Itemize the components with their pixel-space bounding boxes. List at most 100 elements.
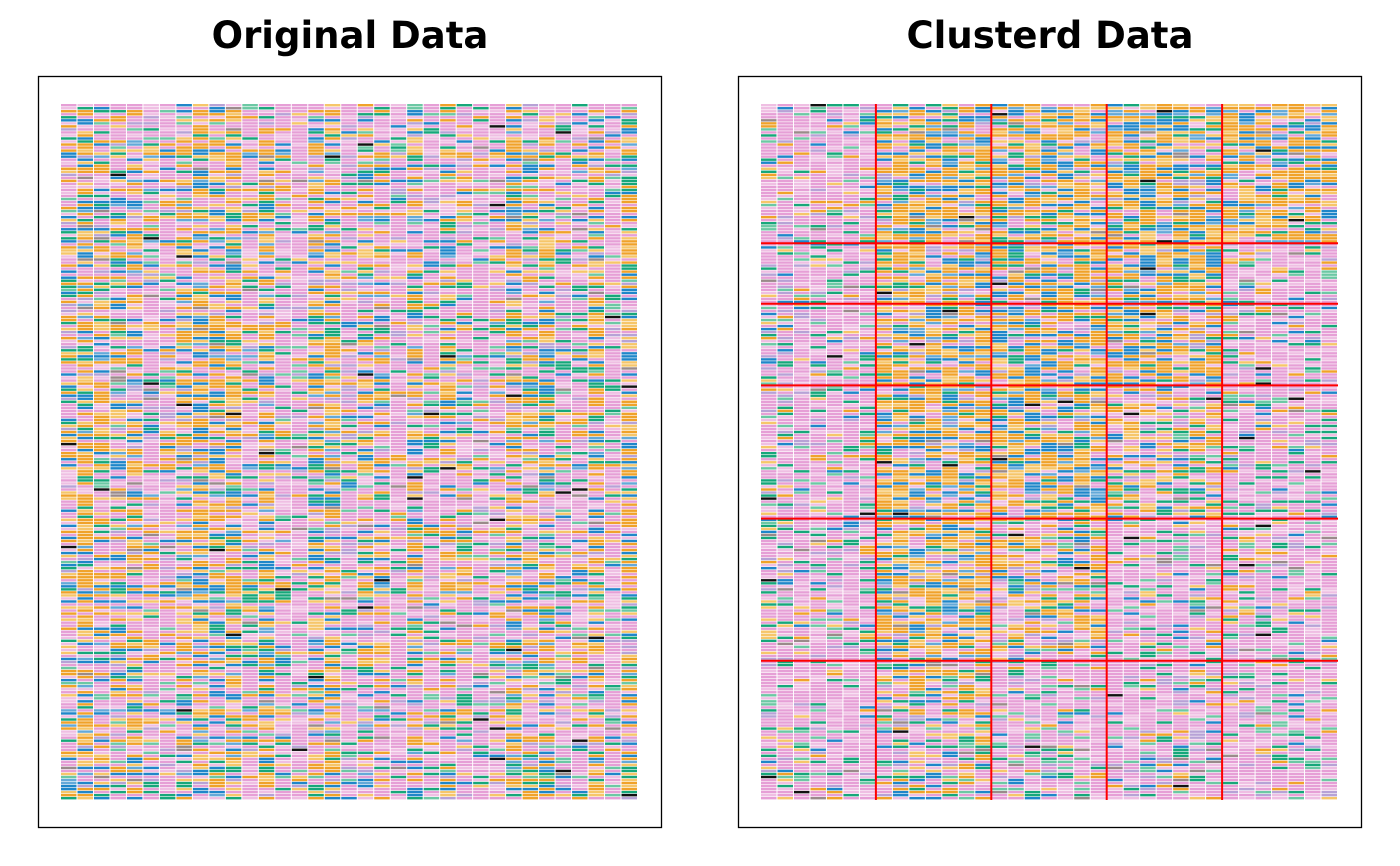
heatmap-cell: [539, 470, 555, 473]
heatmap-cell: [522, 291, 539, 295]
heatmap-cell: [61, 433, 77, 437]
heatmap-cell: [341, 379, 357, 382]
heatmap-cell: [423, 455, 440, 458]
heatmap-cell: [159, 509, 176, 512]
heatmap-cell: [341, 318, 357, 322]
heatmap-cell: [93, 131, 110, 134]
heatmap-cell: [275, 279, 291, 282]
heatmap-cell: [423, 228, 440, 231]
heatmap-cell: [390, 506, 407, 509]
heatmap-cell: [308, 119, 324, 122]
heatmap-cell: [291, 270, 308, 273]
heatmap-cell: [423, 267, 440, 270]
heatmap-cell: [423, 343, 440, 346]
heatmap-cell: [522, 203, 539, 207]
heatmap-cell: [621, 294, 637, 298]
heatmap-cell: [209, 500, 225, 503]
heatmap-cell: [605, 403, 621, 406]
heatmap-cell: [77, 427, 93, 431]
heatmap-cell: [522, 200, 539, 204]
heatmap-cell: [209, 524, 225, 528]
heatmap-cell: [93, 107, 110, 110]
heatmap-cell: [258, 237, 275, 240]
heatmap-cell: [489, 482, 506, 485]
heatmap-cell: [489, 500, 506, 503]
heatmap-cell: [605, 503, 621, 506]
heatmap-cell: [621, 249, 637, 252]
heatmap-cell: [390, 194, 407, 198]
heatmap-cell: [341, 315, 357, 319]
heatmap-cell: [143, 330, 159, 334]
heatmap-cell: [192, 318, 209, 322]
heatmap-cell: [621, 231, 637, 234]
heatmap-cell: [506, 215, 522, 219]
heatmap-cell: [621, 333, 637, 337]
heatmap-cell: [605, 237, 621, 240]
heatmap-cell: [357, 306, 374, 310]
heatmap-cell: [324, 494, 341, 497]
heatmap-cell: [126, 533, 143, 537]
heatmap-cell: [143, 467, 159, 470]
heatmap-cell: [93, 452, 110, 455]
heatmap-cell: [423, 394, 440, 397]
heatmap-cell: [176, 400, 192, 403]
heatmap-cell: [324, 203, 341, 207]
heatmap-cell: [374, 403, 390, 406]
heatmap-cell: [258, 104, 275, 107]
heatmap-cell: [258, 361, 275, 364]
heatmap-cell: [110, 415, 126, 419]
heatmap-cell: [192, 170, 209, 173]
heatmap-cell: [176, 530, 192, 534]
heatmap-cell: [308, 303, 324, 307]
heatmap-cell: [555, 458, 572, 461]
heatmap-cell: [324, 119, 341, 122]
heatmap-cell: [143, 107, 159, 110]
heatmap-cell: [225, 406, 242, 410]
heatmap-cell: [225, 113, 242, 116]
heatmap-cell: [621, 197, 637, 201]
heatmap-cell: [61, 448, 77, 452]
heatmap-cell: [572, 427, 588, 431]
heatmap-cell: [588, 122, 605, 125]
heatmap-cell: [126, 264, 143, 267]
heatmap-cell: [291, 352, 308, 355]
heatmap-cell: [621, 155, 637, 158]
heatmap-cell: [341, 340, 357, 343]
heatmap-cell: [93, 197, 110, 201]
heatmap-cell: [275, 385, 291, 388]
heatmap-cell: [93, 391, 110, 394]
heatmap-cell: [77, 200, 93, 204]
heatmap-cell: [539, 212, 555, 216]
heatmap-cell: [374, 279, 390, 282]
heatmap-cell: [621, 228, 637, 231]
heatmap-cell: [209, 409, 225, 413]
heatmap-cell: [456, 382, 473, 385]
heatmap-cell: [539, 200, 555, 204]
heatmap-cell: [440, 436, 456, 440]
heatmap-cell: [225, 439, 242, 443]
heatmap-cell: [539, 318, 555, 322]
heatmap-cell: [621, 113, 637, 116]
heatmap-cell: [456, 415, 473, 419]
heatmap-cell: [605, 228, 621, 231]
heatmap-cell: [291, 485, 308, 488]
heatmap-cell: [605, 182, 621, 186]
heatmap-cell: [61, 273, 77, 276]
heatmap-cell: [93, 164, 110, 167]
heatmap-cell: [522, 403, 539, 406]
heatmap-cell: [324, 110, 341, 113]
heatmap-cell: [225, 140, 242, 143]
heatmap-cell: [192, 461, 209, 464]
heatmap-cell: [539, 209, 555, 213]
heatmap-cell: [242, 418, 258, 422]
heatmap-cell: [77, 179, 93, 183]
heatmap-cell: [407, 355, 423, 358]
heatmap-cell: [588, 158, 605, 161]
heatmap-cell: [209, 530, 225, 534]
heatmap-cell: [588, 503, 605, 506]
heatmap-cell: [308, 433, 324, 437]
heatmap-cell: [605, 276, 621, 279]
heatmap-cell: [473, 409, 489, 413]
heatmap-cell: [225, 482, 242, 485]
heatmap-cell: [522, 376, 539, 379]
